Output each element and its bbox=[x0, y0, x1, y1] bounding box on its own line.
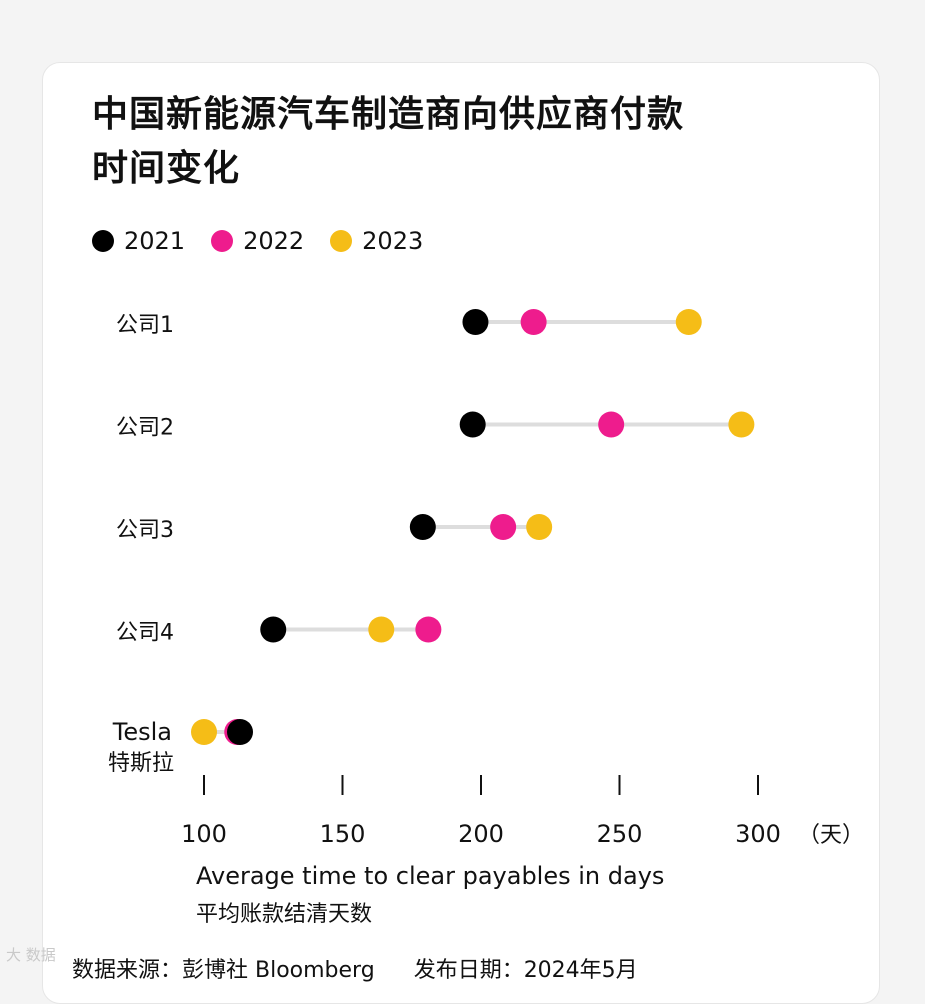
x-axis-label-en: Average time to clear payables in days bbox=[196, 862, 665, 890]
row-1-dot-2022 bbox=[520, 309, 547, 335]
row-5-dot-2021 bbox=[227, 719, 254, 745]
x-tick-label-250: 250 bbox=[597, 820, 643, 848]
chart-title-line-1: 中国新能源汽车制造商向供应商付款 bbox=[92, 94, 685, 135]
chart-title-line-2: 时间变化 bbox=[92, 148, 241, 189]
x-tick-label-300: 300 bbox=[735, 820, 781, 848]
row-4-dot-2021 bbox=[260, 616, 287, 643]
row-3-dot-2023 bbox=[526, 514, 553, 540]
legend-swatch-2022 bbox=[211, 230, 234, 252]
row-4-dot-2022 bbox=[415, 616, 442, 643]
row-4-label: 公司4 bbox=[116, 621, 174, 646]
row-2-dot-2023 bbox=[728, 411, 755, 438]
legend-label-2023: 2023 bbox=[362, 227, 424, 255]
legend-item-2022: 2022 bbox=[211, 227, 304, 255]
row-3-dot-2021 bbox=[409, 514, 436, 540]
row-5-dot-2023 bbox=[191, 719, 217, 745]
row-2-dot-2021 bbox=[459, 411, 486, 438]
row-2-label: 公司2 bbox=[116, 416, 174, 441]
row-1-label: 公司1 bbox=[116, 313, 174, 338]
row-1-dot-2021 bbox=[462, 309, 489, 335]
publish-date: 发布日期：2024年5月 bbox=[413, 958, 638, 983]
source-line: 数据来源：彭博社 Bloomberg 发布日期：2024年5月 bbox=[72, 952, 670, 984]
x-tick-label-200: 200 bbox=[458, 820, 504, 848]
x-axis-label-zh: 平均账款结清天数 bbox=[196, 902, 373, 927]
row-5-label: Tesla bbox=[112, 718, 172, 746]
legend-label-2021: 2021 bbox=[124, 227, 186, 255]
chart-title: 中国新能源汽车制造商向供应商付款 时间变化 bbox=[92, 88, 792, 196]
row-3-label: 公司3 bbox=[116, 518, 174, 543]
x-unit-label: （天） bbox=[798, 823, 864, 848]
chart-legend: 2021 2022 2023 bbox=[92, 224, 449, 258]
row-5-label-zh: 特斯拉 bbox=[108, 751, 174, 776]
dot-plot: 公司1 公司2 公司3 公司4 Tesla 特斯拉 100 150 200 250 300 （天） bbox=[108, 309, 864, 848]
x-tick-label-100: 100 bbox=[181, 820, 227, 848]
legend-label-2022: 2022 bbox=[243, 227, 305, 255]
data-source: 数据来源：彭博社 Bloomberg bbox=[72, 958, 375, 983]
legend-item-2021: 2021 bbox=[92, 227, 185, 255]
row-2-dot-2022 bbox=[598, 411, 625, 438]
legend-swatch-2021 bbox=[92, 230, 114, 252]
legend-swatch-2023 bbox=[330, 230, 353, 252]
chart-card bbox=[42, 62, 880, 1004]
watermark: 大 数据 bbox=[6, 946, 56, 964]
row-1-dot-2023 bbox=[675, 309, 702, 335]
legend-item-2023: 2023 bbox=[330, 227, 423, 255]
x-tick-label-150: 150 bbox=[320, 820, 366, 848]
row-3-dot-2022 bbox=[490, 514, 517, 540]
row-4-dot-2023 bbox=[368, 616, 395, 643]
